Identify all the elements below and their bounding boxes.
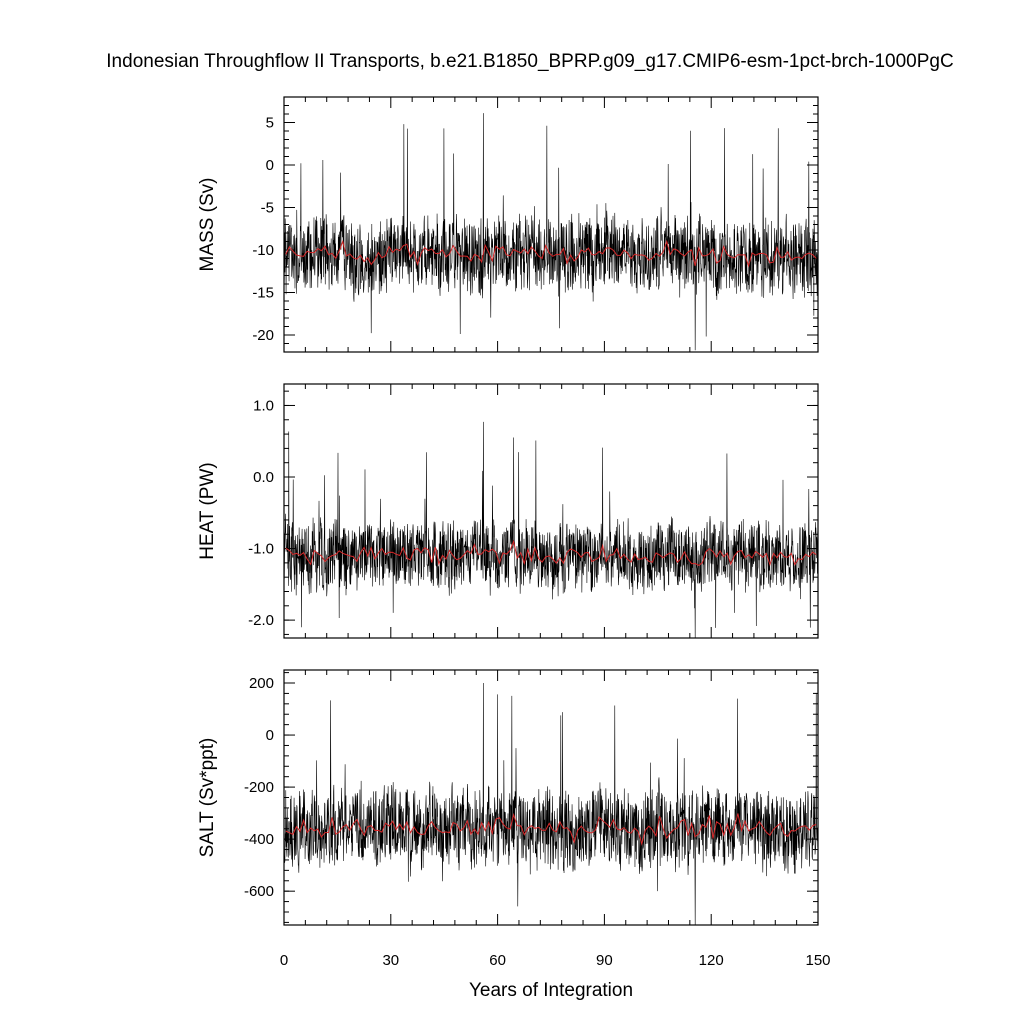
- y-axis-label: SALT (Sv*ppt): [197, 738, 218, 858]
- x-tick-label: 150: [805, 952, 830, 969]
- y-tick-label: 1.0: [253, 397, 274, 414]
- y-tick-label: -1.0: [248, 541, 274, 558]
- panel-3: 200 0 -200 -400 -600 SALT (Sv*ppt): [197, 669, 819, 926]
- y-tick-label: -5: [261, 200, 274, 217]
- y-axis-label: MASS (Sv): [197, 178, 218, 272]
- y-tick-label: 0: [266, 727, 274, 744]
- panels: 5 0 -5 -10 -15 -20 MASS (Sv) 1.0 0.0 -1.0 -2.0 HEAT…: [197, 96, 831, 969]
- y-tick-label: 200: [249, 675, 274, 692]
- panel-frame: [283, 669, 819, 926]
- x-axis-label: Years of Integration: [469, 980, 633, 1001]
- y-axis-label: HEAT (PW): [197, 462, 218, 559]
- monthly-series-line: [283, 113, 818, 351]
- panel-frame: [283, 383, 819, 639]
- x-tick-label: 30: [382, 952, 399, 969]
- x-tick-label: 90: [596, 952, 613, 969]
- x-tick-label: 120: [699, 952, 724, 969]
- x-tick-label: 60: [489, 952, 506, 969]
- annual-mean-line: [285, 812, 817, 846]
- x-tick-label: 0: [280, 952, 288, 969]
- y-tick-label: 0: [266, 157, 274, 174]
- y-tick-label: -400: [244, 831, 274, 848]
- y-tick-label: -20: [252, 327, 274, 344]
- monthly-series-line: [283, 683, 818, 926]
- panel-frame: [283, 96, 819, 353]
- y-tick-label: -200: [244, 779, 274, 796]
- y-tick-label: 5: [266, 115, 274, 132]
- panel-1: 5 0 -5 -10 -15 -20 MASS (Sv): [197, 96, 819, 353]
- y-tick-label: -15: [252, 285, 274, 302]
- y-tick-label: -10: [252, 242, 274, 259]
- annual-mean-line: [285, 239, 817, 268]
- y-tick-label: -600: [244, 883, 274, 900]
- chart-title: Indonesian Throughflow II Transports, b.…: [106, 51, 953, 72]
- y-tick-label: -2.0: [248, 612, 274, 629]
- panel-2: 1.0 0.0 -1.0 -2.0 HEAT (PW): [197, 383, 819, 639]
- annual-mean-line: [285, 539, 817, 567]
- monthly-series-line: [283, 421, 818, 639]
- y-tick-label: 0.0: [253, 469, 274, 486]
